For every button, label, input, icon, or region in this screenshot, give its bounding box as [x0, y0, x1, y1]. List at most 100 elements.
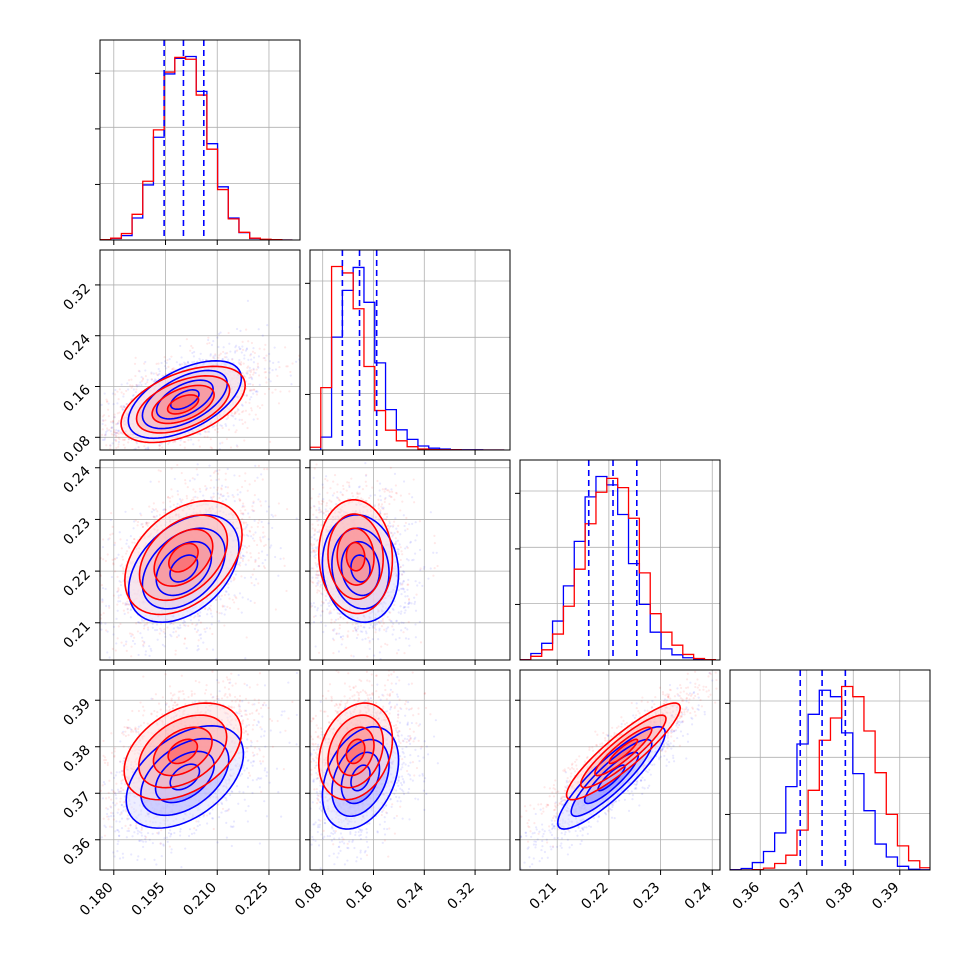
scatter-point [116, 637, 119, 640]
scatter-point [246, 370, 249, 373]
scatter-point [337, 650, 341, 653]
scatter-point [150, 372, 153, 375]
scatter-point [239, 556, 242, 560]
scatter-point [134, 390, 138, 394]
scatter-point [141, 525, 145, 528]
scatter-point [232, 579, 235, 582]
scatter-point [204, 484, 207, 488]
x-tick-label: 0.37 [776, 880, 809, 913]
scatter-point [244, 657, 247, 660]
scatter-point [402, 580, 405, 583]
scatter-point [155, 623, 159, 626]
scatter-point [106, 400, 109, 403]
scatter-point [163, 356, 166, 359]
scatter-point [198, 357, 201, 360]
scatter-point [186, 360, 190, 364]
scatter-point [103, 414, 106, 417]
scatter-point [248, 389, 252, 392]
scatter-point [116, 590, 119, 593]
scatter-point [212, 492, 215, 495]
scatter-point [111, 558, 114, 561]
scatter-point [255, 368, 258, 371]
scatter-point [244, 401, 247, 404]
scatter-point [226, 605, 229, 608]
scatter-point [127, 603, 130, 606]
scatter-point [238, 347, 241, 351]
scatter-point [148, 454, 150, 456]
scatter-point [251, 388, 254, 392]
scatter-point [256, 365, 259, 368]
scatter-point [274, 368, 278, 371]
scatter-point [374, 624, 377, 627]
scatter-point [243, 439, 246, 442]
scatter-point [197, 647, 200, 651]
scatter-point [379, 499, 383, 502]
scatter-point [196, 629, 200, 632]
scatter-point [267, 505, 271, 508]
scatter-point [131, 384, 134, 387]
scatter-point [194, 614, 197, 618]
scatter-point [141, 639, 144, 643]
scatter-point [382, 661, 384, 663]
scatter-point [215, 598, 218, 601]
scatter-point [146, 378, 149, 381]
scatter-point [402, 621, 405, 625]
scatter-point [222, 350, 225, 354]
scatter-point [122, 408, 125, 411]
scatter-point [349, 663, 351, 665]
scatter-point [407, 637, 410, 641]
scatter-point [245, 328, 248, 331]
scatter-point [228, 607, 232, 610]
histogram-series-2 [520, 477, 716, 660]
scatter-point [130, 378, 133, 381]
scatter-point [241, 559, 244, 562]
scatter-point [144, 369, 147, 372]
scatter-point [104, 604, 108, 608]
scatter-point [183, 446, 186, 449]
scatter-point [159, 453, 161, 455]
scatter-point [224, 352, 227, 355]
scatter-point [155, 515, 158, 518]
scatter-point [237, 408, 240, 412]
scatter-point [83, 613, 85, 615]
scatter-point [233, 412, 236, 415]
scatter-point [150, 649, 153, 652]
scatter-point [101, 419, 105, 422]
y-tick-label: 0.22 [60, 567, 93, 600]
scatter-point [273, 346, 276, 349]
scatter-point [150, 371, 153, 374]
x-tick-label: 0.36 [730, 879, 763, 912]
scatter-point [363, 666, 365, 668]
scatter-point [86, 650, 88, 652]
scatter-point [100, 584, 104, 587]
scatter-point [158, 632, 161, 635]
scatter-point [152, 509, 156, 512]
scatter-point [252, 356, 256, 359]
scatter-point [183, 642, 186, 645]
scatter-point [123, 454, 125, 456]
scatter-point [217, 478, 221, 481]
scatter-point [124, 602, 127, 605]
scatter-point [103, 438, 106, 442]
scatter-point [405, 545, 408, 548]
scatter-point [146, 381, 149, 384]
scatter-point [167, 365, 170, 368]
scatter-point [127, 611, 130, 614]
scatter-point [119, 564, 122, 567]
scatter-point [152, 456, 154, 458]
scatter-point [252, 388, 255, 391]
scatter-point [246, 299, 250, 302]
scatter-point [109, 430, 112, 433]
scatter-point [172, 631, 175, 634]
scatter-point [127, 379, 131, 382]
scatter-point [113, 431, 117, 434]
scatter-point [126, 600, 129, 603]
scatter-point [238, 418, 241, 421]
scatter-point [146, 628, 150, 631]
scatter-point [115, 556, 119, 559]
scatter-point [220, 424, 223, 427]
scatter-point [151, 507, 154, 511]
y-tick-label: 0.16 [60, 382, 93, 415]
scatter-point [117, 625, 120, 628]
scatter-point [248, 401, 251, 405]
